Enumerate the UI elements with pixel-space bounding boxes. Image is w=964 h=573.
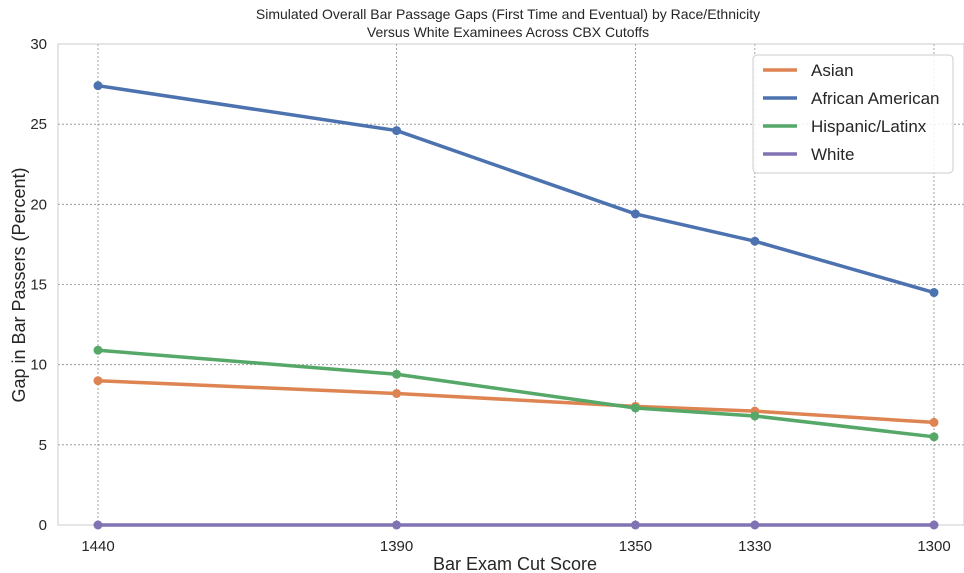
y-tick-label: 15	[30, 277, 47, 294]
data-point	[630, 209, 640, 219]
data-point	[929, 432, 939, 442]
x-tick-label: 1440	[81, 538, 114, 555]
series-african-american	[93, 81, 939, 298]
data-point	[929, 288, 939, 298]
legend-label: Asian	[811, 61, 854, 80]
data-point	[929, 417, 939, 427]
data-point	[392, 369, 402, 379]
x-tick-label: 1300	[917, 538, 950, 555]
data-point	[392, 389, 402, 399]
series-line	[96, 348, 936, 439]
data-point	[93, 520, 103, 530]
data-point	[630, 403, 640, 413]
chart-title: Simulated Overall Bar Passage Gaps (Firs…	[256, 6, 760, 22]
data-point	[929, 520, 939, 530]
data-point	[93, 81, 103, 91]
data-point	[750, 236, 760, 246]
data-point	[392, 126, 402, 136]
series-asian	[93, 376, 939, 427]
y-tick-label: 20	[30, 196, 47, 213]
grid	[58, 44, 964, 525]
series-hispanic-latinx	[93, 345, 939, 442]
x-axis-label: Bar Exam Cut Score	[433, 554, 597, 573]
x-axis-ticks: 1440 1390 1350 1330 1300	[81, 538, 950, 555]
series	[93, 81, 939, 530]
chart-subtitle: Versus White Examinees Across CBX Cutoff…	[367, 24, 649, 40]
x-tick-label: 1350	[619, 538, 652, 555]
legend-label: White	[811, 145, 854, 164]
data-point	[630, 520, 640, 530]
series-line	[96, 378, 936, 425]
y-axis-label: Gap in Bar Passers (Percent)	[9, 167, 29, 402]
legend-label: Hispanic/Latinx	[811, 117, 927, 136]
y-tick-label: 10	[30, 357, 47, 374]
y-tick-label: 30	[30, 36, 47, 53]
x-tick-label: 1390	[380, 538, 413, 555]
data-point	[93, 345, 103, 355]
legend-label: African American	[811, 89, 940, 108]
legend-box	[752, 54, 954, 174]
y-axis-ticks: 0 5 10 15 20 25 30	[30, 36, 47, 534]
y-tick-label: 0	[39, 517, 47, 534]
series-white	[93, 520, 939, 530]
y-tick-label: 5	[39, 437, 47, 454]
data-point	[93, 376, 103, 386]
data-point	[750, 411, 760, 421]
data-point	[750, 520, 760, 530]
y-tick-label: 25	[30, 116, 47, 133]
data-point	[392, 520, 402, 530]
legend: Asian African American Hispanic/Latinx Whit…	[752, 54, 954, 174]
x-tick-label: 1330	[738, 538, 771, 555]
